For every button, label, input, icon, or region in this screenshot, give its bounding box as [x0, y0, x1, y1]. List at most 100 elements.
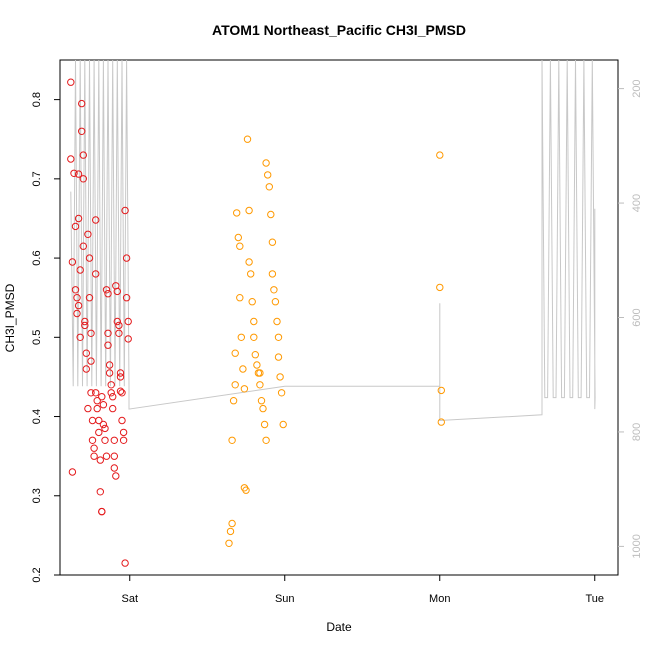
point-s0-78: [121, 206, 129, 215]
point-s0-53: [104, 329, 112, 337]
point-s0-50: [102, 452, 111, 460]
point-s1-9: [231, 381, 239, 389]
point-s0-29: [87, 389, 95, 397]
point-s0-30: [88, 416, 97, 425]
point-s0-41: [96, 456, 105, 464]
point-s0-56: [105, 369, 114, 377]
point-s1-43: [271, 298, 280, 306]
point-s0-66: [113, 287, 122, 296]
y-tick-label-4: 0.6: [31, 250, 43, 265]
point-s1-41: [268, 270, 277, 278]
y-axis-label: CH3I_PMSD: [3, 283, 17, 352]
point-s1-4: [225, 539, 233, 547]
point-s0-36: [92, 389, 100, 397]
point-s0-25: [85, 254, 94, 262]
point-s1-25: [250, 317, 258, 326]
point-s1-34: [260, 420, 269, 429]
point-s1-46: [274, 353, 283, 361]
point-s0-19: [81, 317, 89, 326]
point-s0-18: [79, 242, 88, 250]
point-s0-14: [78, 99, 86, 108]
point-s0-3: [68, 468, 77, 476]
point-s0-33: [90, 452, 98, 460]
plot-frame: [59, 59, 619, 576]
x-tick-label-1: Sun: [275, 593, 295, 605]
point-s1-23: [247, 270, 255, 278]
point-s1-40: [268, 238, 277, 246]
point-s0-73: [118, 389, 126, 397]
point-s0-79: [122, 254, 131, 262]
point-s0-27: [87, 329, 95, 337]
point-s1-33: [259, 404, 267, 413]
point-s0-34: [92, 216, 100, 224]
point-s0-38: [93, 404, 101, 413]
point-s1-21: [245, 206, 253, 215]
point-s0-77: [121, 559, 129, 567]
x-tick-label-3: Tue: [585, 593, 604, 605]
point-s0-37: [93, 397, 101, 405]
point-s0-9: [74, 170, 83, 178]
point-s0-6: [71, 286, 80, 294]
point-s1-31: [256, 381, 264, 389]
point-s0-76: [119, 436, 128, 444]
point-s1-12: [234, 233, 243, 242]
x-tick-label-0: Sat: [121, 593, 138, 605]
point-s1-27: [251, 351, 260, 359]
altitude-trace: [70, 59, 596, 422]
point-s0-7: [73, 294, 81, 302]
y-tick-label-6: 0.8: [31, 92, 43, 107]
point-s1-24: [248, 298, 256, 306]
point-s0-46: [99, 401, 108, 409]
point-s1-19: [242, 486, 250, 494]
point-s0-1: [67, 155, 75, 163]
point-s0-31: [88, 436, 97, 444]
point-s1-48: [277, 389, 286, 397]
point-s1-11: [233, 209, 241, 217]
point-s0-20: [81, 321, 89, 330]
y-tick-label-5: 0.7: [31, 171, 43, 186]
point-s0-81: [124, 317, 132, 326]
point-s1-49: [279, 420, 287, 429]
right-axis: 200 400 600 800 1000: [618, 79, 643, 559]
point-s0-69: [115, 329, 123, 337]
right-tick-label-1: 400: [631, 194, 643, 212]
point-s0-12: [76, 266, 84, 274]
point-s1-35: [262, 436, 270, 444]
point-s1-45: [274, 333, 283, 341]
point-s0-59: [109, 393, 117, 401]
right-tick-label-3: 800: [631, 423, 643, 441]
point-s1-5: [226, 527, 235, 536]
point-s1-2: [437, 386, 445, 395]
point-s1-10: [231, 349, 239, 357]
point-s1-1: [436, 283, 444, 292]
point-s0-57: [107, 381, 115, 389]
y-tick-label-3: 0.5: [31, 330, 43, 345]
point-s0-32: [90, 444, 98, 452]
point-s0-58: [107, 389, 115, 397]
point-s1-7: [228, 436, 236, 444]
point-s1-47: [276, 373, 284, 381]
point-s0-8: [73, 309, 81, 318]
point-s1-16: [239, 365, 247, 373]
point-s1-38: [265, 183, 273, 191]
point-s0-5: [71, 222, 80, 231]
chart-title: ATOM1 Northeast_Pacific CH3I_PMSD: [212, 22, 466, 38]
point-s0-55: [105, 361, 114, 369]
point-s0-45: [98, 393, 106, 401]
y-tick-label-2: 0.4: [31, 409, 43, 424]
point-s0-16: [79, 151, 88, 159]
point-s1-0: [436, 151, 444, 159]
point-s0-71: [116, 373, 125, 381]
point-s0-2: [68, 258, 77, 266]
point-s0-15: [78, 127, 86, 136]
point-s1-29: [254, 369, 263, 377]
right-tick-label-4: 1000: [631, 534, 643, 558]
x-axis-label: Date: [326, 620, 352, 634]
point-s0-28: [87, 357, 95, 365]
data-points-layer: [67, 78, 445, 567]
point-s1-13: [236, 242, 244, 250]
point-s0-39: [95, 416, 103, 425]
x-axis: Sat Sun Mon Tue: [121, 575, 604, 605]
point-s0-80: [122, 294, 131, 302]
